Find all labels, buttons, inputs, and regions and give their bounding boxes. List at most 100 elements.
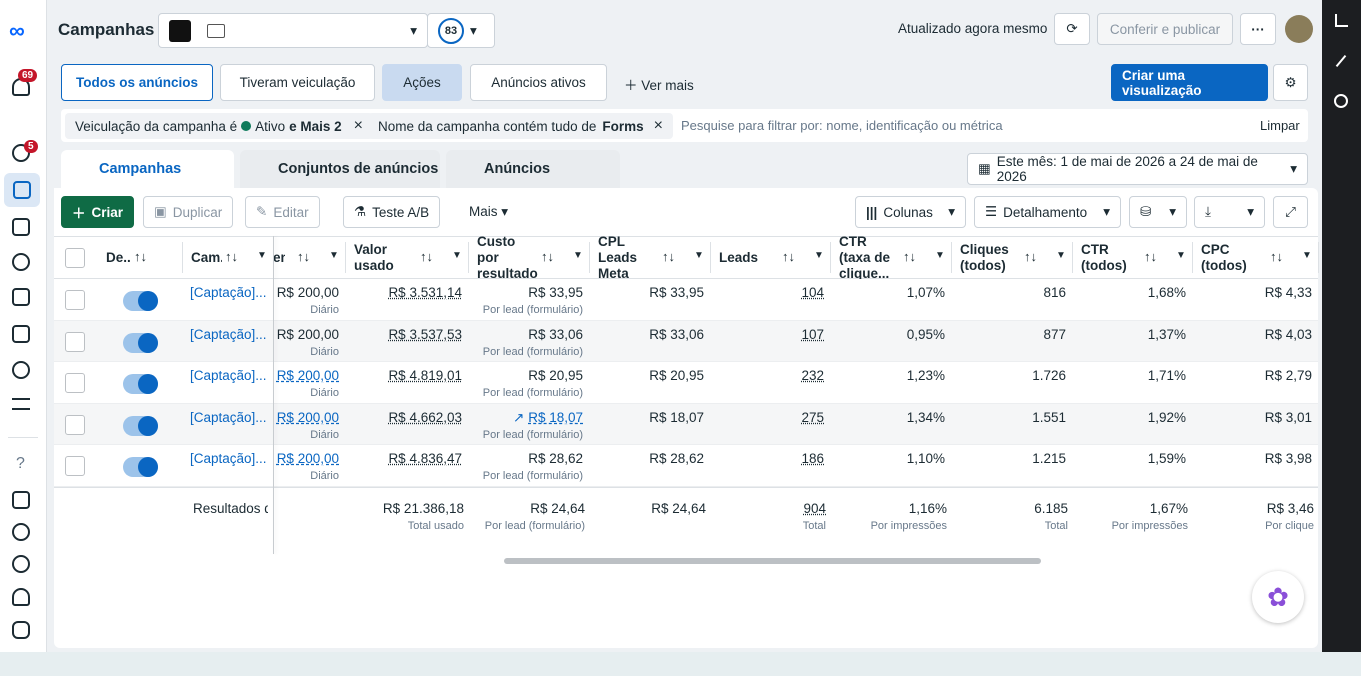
history-icon[interactable] — [1334, 94, 1348, 108]
checkbox[interactable] — [65, 373, 85, 393]
column-header[interactable]: Cam... — [191, 249, 222, 265]
nav-icon[interactable] — [12, 325, 30, 343]
more-button[interactable]: ··· — [1240, 13, 1276, 45]
refresh-button[interactable]: ⟳ — [1054, 13, 1090, 45]
menu-caret[interactable]: ▼ — [1176, 250, 1186, 261]
filter-chip[interactable]: Nome da campanha contém tudo de Forms × — [368, 113, 673, 139]
search-input[interactable]: Pesquise para filtrar por: nome, identif… — [681, 118, 1003, 133]
nav-icon[interactable] — [12, 218, 30, 236]
checkbox[interactable] — [65, 248, 85, 268]
sort-icon[interactable]: ↑↓ — [1270, 249, 1283, 264]
menu-icon[interactable] — [12, 398, 30, 410]
checkbox[interactable] — [65, 331, 85, 352]
menu-caret[interactable]: ▼ — [573, 250, 583, 261]
menu-caret[interactable]: ▼ — [1302, 250, 1312, 261]
see-more[interactable]: ＋ Ver mais — [624, 78, 694, 93]
create-view-button[interactable]: Criar uma visualização — [1111, 64, 1268, 101]
filter-chip[interactable]: Veiculação da campanha é Ativo e Mais 2 × — [65, 113, 374, 139]
view-tab[interactable]: Tiveram veiculação — [220, 64, 375, 101]
column-header[interactable]: Leads — [719, 249, 759, 265]
score-selector[interactable]: 83 ▾ — [427, 13, 495, 48]
campaign-name[interactable]: [Captação]... — [190, 326, 267, 342]
sort-icon[interactable]: ↑↓ — [541, 249, 554, 264]
campaign-name[interactable]: [Captação]... — [190, 368, 267, 383]
expand-button[interactable]: ⤢ — [1273, 196, 1308, 228]
publish-button[interactable]: Conferir e publicar — [1097, 13, 1233, 45]
search-icon[interactable] — [12, 555, 30, 573]
more-menu[interactable]: Mais ▾ — [469, 204, 509, 219]
menu-caret[interactable]: ▼ — [1056, 250, 1066, 261]
sort-icon[interactable]: ↑↓ — [1144, 249, 1157, 264]
clear-button[interactable]: Limpar — [1260, 118, 1300, 133]
cell[interactable]: R$ 200,00 — [276, 368, 339, 383]
view-tab[interactable]: Anúncios ativos — [470, 64, 607, 101]
date-picker[interactable]: ▦ Este mês: 1 de mai de 2026 a 24 de mai … — [967, 153, 1308, 185]
tab[interactable]: Conjuntos de anúncios — [240, 150, 440, 188]
edit-button[interactable]: ✎ Editar — [245, 196, 320, 228]
edit-icon[interactable] — [1335, 54, 1347, 68]
cell: R$ 33,06 — [528, 326, 583, 342]
columns-button[interactable]: ||| Colunas ▾ — [855, 196, 966, 228]
column-header[interactable]: CPC (todos) — [1201, 241, 1247, 273]
alert-icon[interactable] — [12, 144, 30, 162]
column-header[interactable]: De... — [106, 249, 131, 265]
checkbox[interactable] — [65, 290, 85, 310]
column-header[interactable]: CTR (taxa de clique... — [839, 236, 891, 279]
sort-icon[interactable]: ↑↓ — [903, 249, 916, 264]
sort-icon[interactable]: ↑↓ — [225, 249, 238, 264]
cell[interactable]: R$ 200,00 — [276, 285, 339, 300]
logo: ∞ — [9, 18, 25, 43]
support-icon[interactable] — [12, 588, 30, 606]
checkbox[interactable] — [65, 456, 85, 476]
menu-caret[interactable]: ▼ — [814, 250, 824, 261]
bug-icon[interactable] — [12, 621, 30, 639]
column-header[interactable]: Cliques (todos) — [960, 241, 1009, 273]
nav-icon[interactable] — [12, 361, 30, 379]
reports-button[interactable]: ⛁ ▾ — [1129, 196, 1187, 228]
chart-icon[interactable] — [1335, 14, 1348, 27]
nav-icon[interactable] — [12, 288, 30, 306]
campaign-name[interactable]: [Captação]... — [190, 451, 267, 466]
campaign-name[interactable]: [Captação]... — [190, 285, 267, 300]
settings-icon[interactable] — [12, 523, 30, 541]
help-icon[interactable]: ? — [16, 455, 25, 472]
column-header[interactable]: ento — [273, 249, 285, 265]
sort-icon[interactable]: ↑↓ — [134, 249, 147, 264]
view-tab[interactable]: Ações — [382, 64, 462, 101]
account-selector[interactable]: ▾ — [158, 13, 428, 48]
sort-icon[interactable]: ↑↓ — [662, 249, 675, 264]
sort-icon[interactable]: ↑↓ — [297, 249, 310, 264]
avatar[interactable] — [1285, 15, 1313, 43]
campaign-name[interactable]: [Captação]... — [190, 409, 267, 425]
column-header[interactable]: Valor usado — [354, 241, 394, 273]
tab[interactable]: Anúncios — [446, 150, 620, 188]
view-tab[interactable]: Todos os anúncios — [61, 64, 213, 101]
sort-icon[interactable]: ↑↓ — [1024, 249, 1037, 264]
sort-icon[interactable]: ↑↓ — [782, 249, 795, 264]
menu-caret[interactable]: ▼ — [694, 250, 704, 261]
assistant-button[interactable]: ✿ — [1252, 571, 1304, 623]
checkbox[interactable] — [65, 414, 85, 435]
menu-caret[interactable]: ▼ — [329, 250, 339, 261]
nav-icon[interactable] — [12, 253, 30, 271]
cell[interactable]: R$ 200,00 — [276, 326, 339, 342]
column-header[interactable]: CPL Leads Meta — [598, 236, 638, 279]
export-button[interactable]: ⤓ ▾ — [1194, 196, 1265, 228]
ab-test-button[interactable]: ⚗ Teste A/B — [343, 196, 441, 228]
active-nav[interactable] — [4, 173, 40, 207]
breakdown-button[interactable]: ☰ Detalhamento ▾ — [974, 196, 1121, 228]
menu-caret[interactable]: ▼ — [452, 250, 462, 261]
tab[interactable]: Campanhas — [61, 150, 234, 190]
cell[interactable]: R$ 200,00 — [276, 409, 339, 425]
column-header[interactable]: CTR (todos) — [1081, 241, 1127, 273]
scrollbar[interactable] — [504, 558, 1041, 564]
create-button[interactable]: ＋ Criar — [61, 196, 135, 228]
column-header[interactable]: Custo por resultado — [477, 236, 538, 279]
cell[interactable]: R$ 200,00 — [276, 451, 339, 466]
duplicate-button[interactable]: ▣ Duplicar — [143, 196, 234, 228]
menu-caret[interactable]: ▼ — [935, 250, 945, 261]
view-settings[interactable]: ⚙ — [1273, 64, 1308, 101]
nav-icon[interactable] — [12, 491, 30, 509]
sort-icon[interactable]: ↑↓ — [420, 249, 433, 264]
menu-caret[interactable]: ▼ — [257, 250, 267, 261]
